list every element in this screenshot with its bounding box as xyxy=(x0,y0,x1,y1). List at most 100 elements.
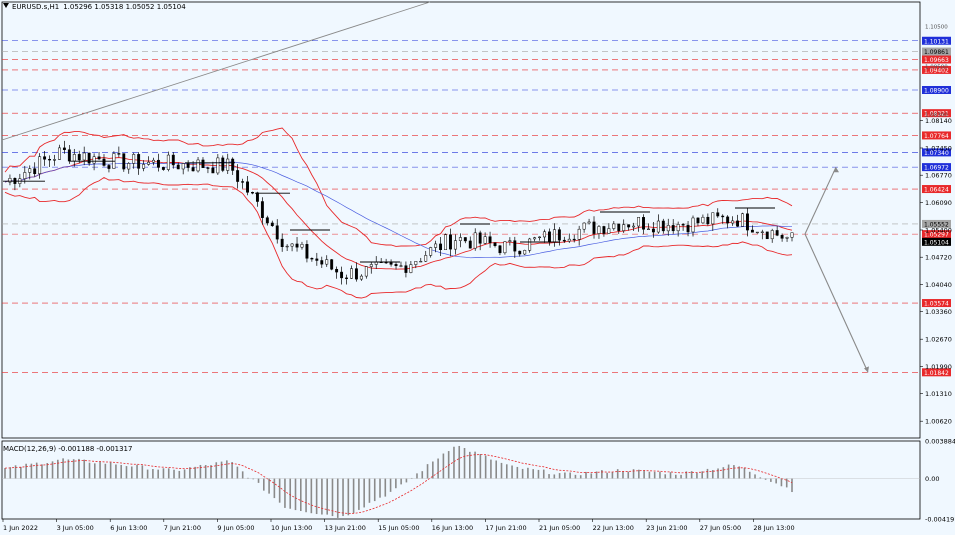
candle-body xyxy=(122,153,126,170)
candle-body xyxy=(701,216,705,224)
candle-body xyxy=(543,231,546,238)
candle-body xyxy=(597,226,601,234)
candle-body xyxy=(231,158,235,171)
level-tag-value: 1.09663 xyxy=(924,57,949,64)
time-tick-label: 9 Jun 05:00 xyxy=(217,524,254,532)
level-tag-value: 1.05552 xyxy=(924,221,949,228)
candle-body xyxy=(449,234,452,250)
price-tick-label: 1.01990 xyxy=(925,363,952,371)
time-tick-label: 21 Jun 05:00 xyxy=(539,524,580,532)
bollinger-lower xyxy=(4,176,793,299)
price-tick-label: 1.00620 xyxy=(925,418,952,426)
candle-body xyxy=(77,154,81,161)
macd-scale-label: 0.003884 xyxy=(925,438,955,446)
candle-body xyxy=(607,228,611,234)
low-price: 1.05052 xyxy=(125,3,155,11)
candle-body xyxy=(57,147,61,160)
forecast-arrow-up xyxy=(804,166,837,235)
level-tag xyxy=(922,185,951,194)
time-tick-label: 22 Jun 13:00 xyxy=(593,524,634,532)
forecast-arrow-down xyxy=(804,233,869,373)
time-tick-label: 1 Jun 2022 xyxy=(3,524,38,532)
arrow-head-down xyxy=(864,366,869,373)
candle-body xyxy=(8,178,12,183)
candle-body xyxy=(181,163,185,170)
candle-body xyxy=(666,225,670,232)
time-tick-label: 3 Jun 05:00 xyxy=(57,524,94,532)
candle-body xyxy=(755,231,759,234)
price-tick-label: 1.06770 xyxy=(925,172,952,180)
main-pane-frame xyxy=(1,1,921,439)
price-tick-label: 1.03360 xyxy=(925,308,952,316)
high-price: 1.05318 xyxy=(94,3,124,11)
candle-body xyxy=(780,235,784,239)
candle-body xyxy=(404,265,408,273)
level-tag xyxy=(922,109,951,118)
level-tag xyxy=(922,47,951,56)
candle-body xyxy=(567,238,571,242)
candle-body xyxy=(191,167,195,172)
candle-body xyxy=(87,152,91,164)
candle-body xyxy=(221,157,225,171)
candle-body xyxy=(706,216,710,225)
candle-body xyxy=(394,264,398,266)
level-tag xyxy=(922,237,951,246)
candle-body xyxy=(161,167,165,170)
candle-body xyxy=(260,201,264,218)
chevron-down-icon[interactable] xyxy=(3,3,9,8)
time-tick-label: 7 Jun 21:00 xyxy=(164,524,201,532)
time-tick-label: 23 Jun 21:00 xyxy=(646,524,687,532)
candle-body xyxy=(275,225,279,240)
level-tag xyxy=(922,148,951,157)
candle-body xyxy=(310,258,314,260)
macd-pane-frame xyxy=(1,440,921,520)
candle-body xyxy=(746,213,749,231)
candle-body xyxy=(647,228,650,230)
time-tick-label: 17 Jun 21:00 xyxy=(485,524,526,532)
candle-body xyxy=(731,220,735,224)
candle-body xyxy=(23,172,27,179)
candle-body xyxy=(152,159,155,163)
candle-body xyxy=(587,221,591,224)
candle-body xyxy=(691,217,695,233)
candle-body xyxy=(171,154,175,166)
candle-body xyxy=(458,237,462,241)
price-tick-label: 1.01310 xyxy=(925,390,952,398)
candle-body xyxy=(627,224,631,228)
candle-body xyxy=(137,154,141,169)
candle-body xyxy=(251,192,254,194)
level-tag-value: 1.09402 xyxy=(924,67,949,74)
candle-body xyxy=(716,212,720,217)
candle-body xyxy=(409,264,413,273)
candle-body xyxy=(206,167,210,169)
candle-body xyxy=(760,231,764,233)
candle-body xyxy=(196,159,200,172)
candle-body xyxy=(389,262,393,265)
candle-body xyxy=(142,164,146,169)
level-tag xyxy=(922,163,951,172)
candle-body xyxy=(92,156,96,164)
candle-body xyxy=(617,223,621,231)
price-tick-label: 1.08300 xyxy=(925,113,948,119)
macd-scale-label: 0.00 xyxy=(925,475,939,483)
candle-body xyxy=(354,268,358,280)
candle-body xyxy=(676,224,680,232)
candle-body xyxy=(53,159,56,161)
moving-average xyxy=(4,161,792,259)
bollinger-middle xyxy=(4,157,793,270)
candle-body xyxy=(602,226,606,234)
candle-body xyxy=(637,217,641,227)
candle-body xyxy=(726,216,730,224)
candle-body xyxy=(429,247,433,256)
candle-body xyxy=(255,192,259,202)
candle-body xyxy=(656,220,660,233)
macd-signal-line xyxy=(4,454,793,514)
level-tag-value: 1.10131 xyxy=(924,38,949,45)
price-tick-label: 1.08140 xyxy=(925,117,952,125)
candle-body xyxy=(359,275,363,280)
candle-body xyxy=(290,243,294,247)
candle-body xyxy=(453,240,457,250)
candle-body xyxy=(538,236,542,239)
